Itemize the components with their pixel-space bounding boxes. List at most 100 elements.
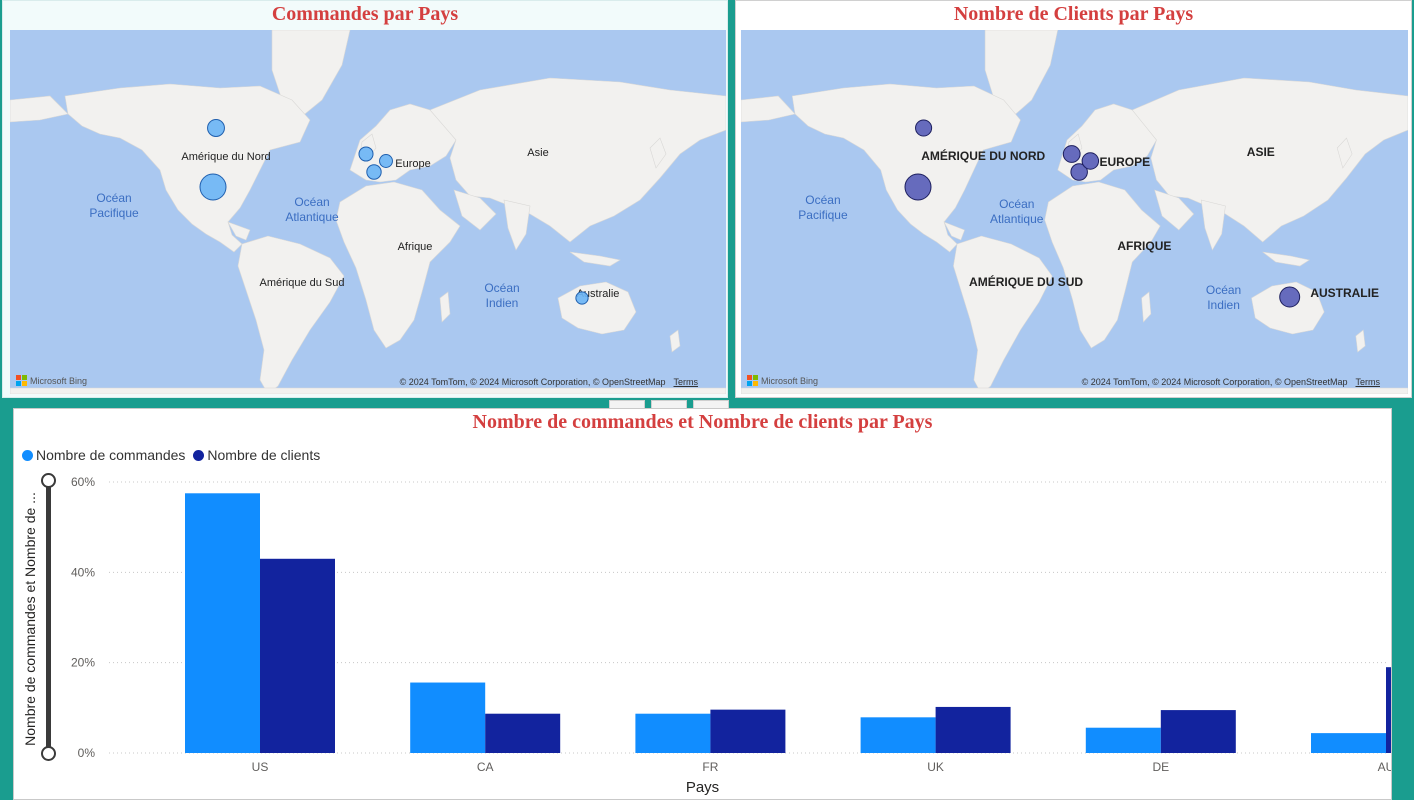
map-label-pacific: Océan bbox=[805, 193, 840, 207]
attribution-text: © 2024 TomTom, © 2024 Microsoft Corporat… bbox=[399, 377, 666, 387]
x-tick-label: US bbox=[252, 760, 269, 774]
orders-map-title: Commandes par Pays bbox=[271, 3, 459, 25]
map-bubble-de[interactable] bbox=[1081, 152, 1100, 170]
map-bubble-fr[interactable] bbox=[366, 164, 382, 180]
map-label-africa: AFRIQUE bbox=[1117, 239, 1171, 253]
map-label-atlantic: Océan bbox=[999, 197, 1034, 211]
orders-map[interactable]: Amérique du Nord Amérique du Sud Europe Asi… bbox=[10, 30, 726, 394]
land-shape bbox=[791, 83, 1021, 253]
land-shape bbox=[1262, 251, 1311, 267]
bar-fr-orders[interactable] bbox=[635, 713, 711, 753]
map-label-europe: EUROPE bbox=[1099, 155, 1150, 169]
x-axis-title: Pays bbox=[685, 779, 720, 796]
y-tick-label: 20% bbox=[71, 656, 95, 670]
land-shape bbox=[1251, 281, 1325, 335]
bar-fr-clients[interactable] bbox=[710, 709, 786, 753]
land-shape bbox=[10, 95, 69, 123]
clients-map-title: Nombre de Clients par Pays bbox=[953, 3, 1194, 25]
bar-de-clients[interactable] bbox=[1160, 710, 1236, 753]
bing-logo: Microsoft Bing bbox=[16, 375, 87, 386]
map-label-asia: Asie bbox=[527, 147, 548, 159]
bing-label: Microsoft Bing bbox=[30, 375, 88, 386]
map-label-north_america: AMÉRIQUE DU NORD bbox=[921, 148, 1045, 163]
bar-us-orders[interactable] bbox=[185, 493, 260, 753]
orders-map-panel[interactable]: Commandes par Pays Amérique du Nord Améri… bbox=[2, 0, 728, 398]
bar-de-orders[interactable] bbox=[1085, 727, 1161, 753]
land-shape bbox=[10, 387, 726, 394]
map-label-asia: ASIE bbox=[1247, 145, 1275, 159]
bing-label: Microsoft Bing bbox=[761, 375, 819, 386]
map-label-pacific: Pacifique bbox=[89, 206, 139, 220]
zoom-slider-top-handle[interactable] bbox=[41, 473, 56, 488]
x-tick-label: UK bbox=[927, 760, 944, 774]
map-attribution: © 2024 TomTom, © 2024 Microsoft Corporat… bbox=[1082, 377, 1380, 387]
land-shape bbox=[237, 235, 345, 394]
map-bubble-uk[interactable] bbox=[358, 146, 374, 162]
map-label-atlantic: Océan bbox=[294, 195, 329, 209]
bar-uk-clients[interactable] bbox=[935, 706, 1011, 753]
bar-us-clients[interactable] bbox=[260, 558, 335, 753]
bing-logo: Microsoft Bing bbox=[747, 375, 818, 386]
legend-label-clients: Nombre de clients bbox=[207, 447, 321, 463]
terms-link[interactable]: Terms bbox=[673, 377, 699, 387]
map-bubble-us[interactable] bbox=[904, 173, 932, 201]
legend-dot-icon bbox=[193, 449, 205, 461]
x-tick-label: FR bbox=[702, 760, 718, 774]
land-shape bbox=[569, 251, 621, 267]
land-shape bbox=[227, 221, 251, 241]
land-shape bbox=[953, 235, 1053, 394]
legend-item-clients[interactable]: Nombre de clients bbox=[193, 447, 320, 463]
map-label-south_america: Amérique du Sud bbox=[260, 277, 345, 289]
microsoft-logo-icon bbox=[16, 375, 27, 386]
y-tick-label: 40% bbox=[71, 565, 95, 579]
land-shape bbox=[503, 199, 531, 251]
map-bubble-ca[interactable] bbox=[207, 119, 225, 137]
map-label-atlantic: Atlantique bbox=[990, 212, 1044, 226]
legend-item-orders[interactable]: Nombre de commandes bbox=[22, 447, 185, 463]
map-bubble-us[interactable] bbox=[199, 173, 227, 201]
bar-chart-panel[interactable]: Nombre de commandes et Nombre de clients… bbox=[13, 408, 1392, 800]
land-shape bbox=[741, 95, 796, 123]
land-shape bbox=[1044, 181, 1161, 349]
y-tick-label: 60% bbox=[71, 475, 95, 489]
map-bubble-de[interactable] bbox=[379, 154, 393, 168]
microsoft-logo-icon bbox=[747, 375, 758, 386]
land-shape bbox=[741, 387, 1408, 394]
bar-ca-clients[interactable] bbox=[485, 713, 561, 753]
map-label-pacific: Océan bbox=[96, 191, 131, 205]
y-axis-zoom-slider[interactable] bbox=[46, 479, 51, 755]
map-bubble-ca[interactable] bbox=[915, 119, 933, 137]
land-shape bbox=[335, 181, 461, 349]
map-bubble-fr[interactable] bbox=[1070, 163, 1088, 181]
clients-map[interactable]: AMÉRIQUE DU NORD AMÉRIQUE DU SUD EUROPE ASI… bbox=[741, 30, 1408, 394]
x-tick-label: DE bbox=[1152, 760, 1169, 774]
map-label-atlantic: Atlantique bbox=[285, 210, 339, 224]
y-tick-label: 0% bbox=[78, 746, 96, 760]
land-shape bbox=[1141, 291, 1152, 323]
terms-link[interactable]: Terms bbox=[1355, 377, 1381, 387]
map-label-indian: Indien bbox=[486, 296, 519, 310]
legend-dot-icon bbox=[22, 449, 33, 461]
land-shape bbox=[1154, 189, 1195, 231]
land-shape bbox=[271, 30, 351, 119]
map-label-australia: AUSTRALIE bbox=[1310, 286, 1379, 300]
bar-chart-plot: 0% 20% 40% 60% US CA FR UK DE AU bbox=[71, 475, 1391, 774]
legend-label-orders: Nombre de commandes bbox=[36, 447, 186, 463]
map-label-africa: Afrique bbox=[398, 241, 433, 253]
land-shape bbox=[453, 189, 497, 231]
map-bubble-uk[interactable] bbox=[1062, 145, 1081, 163]
map-bubble-au[interactable] bbox=[575, 291, 589, 305]
clients-map-panel[interactable]: Nombre de Clients par Pays AMÉRIQUE DU N… bbox=[735, 0, 1412, 398]
land-shape bbox=[943, 221, 965, 241]
land-shape bbox=[1200, 199, 1226, 251]
bar-au-orders[interactable] bbox=[1311, 733, 1386, 753]
map-bubble-au[interactable] bbox=[1279, 286, 1301, 308]
bar-uk-orders[interactable] bbox=[860, 717, 936, 753]
zoom-slider-bottom-handle[interactable] bbox=[41, 746, 56, 761]
bar-au-clients[interactable] bbox=[1386, 667, 1391, 753]
chart-legend: Nombre de commandes Nombre de clients bbox=[22, 447, 320, 463]
land-shape bbox=[64, 83, 311, 253]
bar-ca-orders[interactable] bbox=[410, 682, 486, 753]
land-shape bbox=[649, 137, 667, 169]
land-shape bbox=[1355, 329, 1366, 353]
